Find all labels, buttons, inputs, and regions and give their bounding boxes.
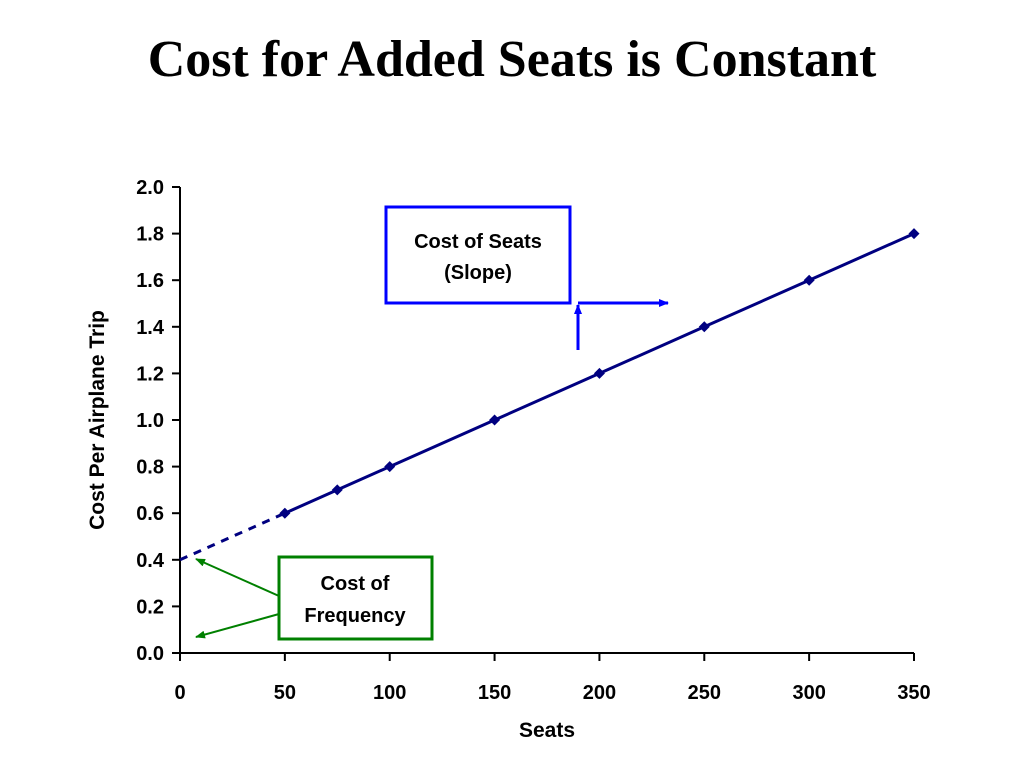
y-tick-label: 0.0: [136, 643, 164, 665]
y-tick-label: 1.4: [136, 317, 165, 339]
x-tick-label: 0: [174, 682, 185, 704]
data-point: [803, 274, 815, 286]
slope-annotation-box: [384, 205, 572, 305]
data-point: [279, 507, 291, 519]
axes: 0.0 0.2 0.4 0.6 0.8 1.0 1.2 1.4 1.6 1.8 2.0 0 50 100 1…: [86, 177, 931, 742]
y-tick-label: 1.0: [136, 410, 164, 432]
x-tick-label: 300: [792, 682, 825, 704]
x-tick-label: 50: [274, 682, 296, 704]
y-tick-label: 1.8: [136, 224, 164, 246]
y-tick-label: 0.2: [136, 596, 164, 618]
data-point: [908, 228, 920, 240]
y-tick-label: 1.2: [136, 363, 164, 385]
frequency-arrow-lower: [195, 613, 280, 639]
x-axis-label: Seats: [519, 719, 575, 742]
y-tick-label: 2.0: [136, 177, 164, 199]
y-axis-label: Cost Per Airplane Trip: [86, 310, 109, 530]
series-line: [284, 232, 915, 515]
frequency-annotation-line-2: Frequency: [304, 605, 406, 627]
series: [179, 228, 920, 562]
annotations: Cost of Seats (Slope) Cost of Frequency: [195, 205, 669, 641]
slope-annotation-line-1: Cost of Seats: [414, 231, 542, 253]
data-point: [489, 414, 501, 426]
frequency-annotation-box: [277, 555, 434, 641]
y-tick-label: 0.6: [136, 503, 164, 525]
x-tick-label: 200: [583, 682, 616, 704]
x-tick-label: 350: [897, 682, 930, 704]
data-point: [384, 461, 396, 473]
y-tick-label: 0.8: [136, 457, 164, 479]
x-tick-label: 250: [688, 682, 721, 704]
y-tick-label: 1.6: [136, 270, 164, 292]
y-tick-label: 0.4: [136, 550, 165, 572]
x-tick-label: 100: [373, 682, 406, 704]
extrapolation-line: [179, 511, 286, 562]
frequency-arrow-upper: [195, 558, 280, 597]
data-point: [593, 367, 605, 379]
data-point: [331, 484, 343, 496]
slide-title: Cost for Added Seats is Constant: [147, 31, 877, 88]
x-tick-label: 150: [478, 682, 511, 704]
frequency-annotation-line-1: Cost of: [321, 573, 390, 595]
slope-annotation-line-2: (Slope): [444, 262, 512, 284]
data-point: [698, 321, 710, 333]
